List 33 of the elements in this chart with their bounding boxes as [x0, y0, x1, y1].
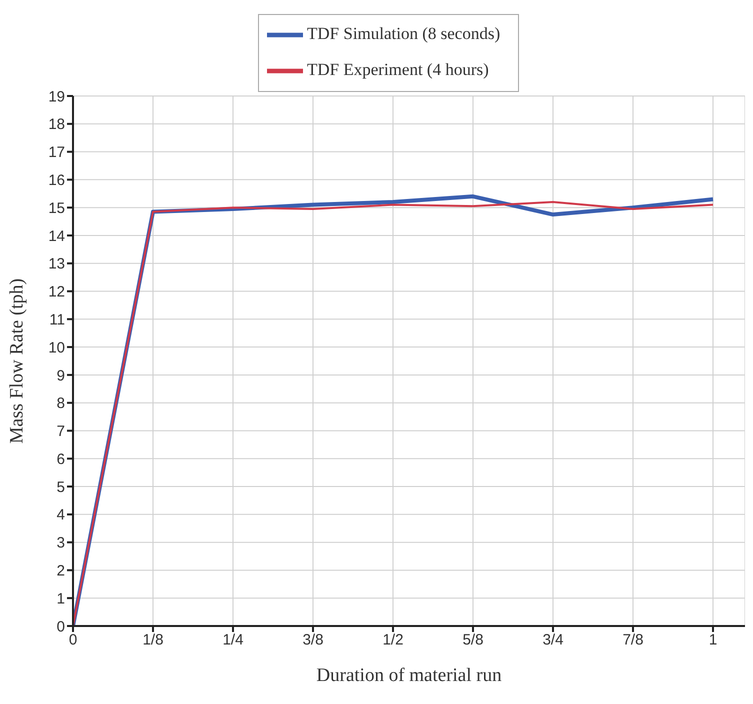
x-tick-label: 3/4 — [542, 632, 564, 649]
y-tick-label: 5 — [56, 478, 65, 496]
y-tick-label: 13 — [48, 256, 65, 273]
y-tick-label: 4 — [56, 506, 65, 524]
y-tick-label: 9 — [56, 367, 65, 384]
y-tick-label: 10 — [48, 339, 65, 356]
x-tick-label: 1 — [708, 632, 718, 649]
legend-label: TDF Simulation (8 seconds) — [307, 24, 500, 43]
y-tick-label: 15 — [48, 200, 65, 217]
y-tick-label: 17 — [48, 144, 65, 162]
y-tick-label: 12 — [48, 284, 65, 301]
y-tick-label: 18 — [48, 116, 65, 134]
x-axis-title: Duration of material run — [316, 665, 502, 686]
x-tick-label: 3/8 — [302, 632, 324, 649]
y-tick-label: 8 — [56, 395, 65, 412]
y-tick-label: 1 — [56, 590, 65, 608]
x-tick-label: 1/8 — [142, 632, 164, 649]
y-tick-label: 6 — [56, 450, 65, 468]
y-tick-label: 2 — [56, 562, 65, 580]
x-tick-label: 0 — [68, 632, 78, 649]
x-tick-label: 1/4 — [222, 632, 244, 649]
x-tick-label: 1/2 — [382, 632, 404, 649]
x-tick-label: 7/8 — [622, 632, 644, 649]
y-tick-label: 0 — [56, 618, 65, 636]
y-tick-label: 14 — [48, 228, 65, 245]
y-tick-label: 16 — [48, 172, 65, 190]
y-tick-label: 7 — [56, 423, 65, 440]
legend-label: TDF Experiment (4 hours) — [307, 60, 489, 79]
y-tick-label: 11 — [49, 311, 65, 328]
y-tick-label: 19 — [48, 88, 65, 106]
y-tick-label: 3 — [56, 534, 65, 552]
y-axis-title: Mass Flow Rate (tph) — [6, 278, 28, 444]
x-tick-label: 5/8 — [462, 632, 484, 649]
